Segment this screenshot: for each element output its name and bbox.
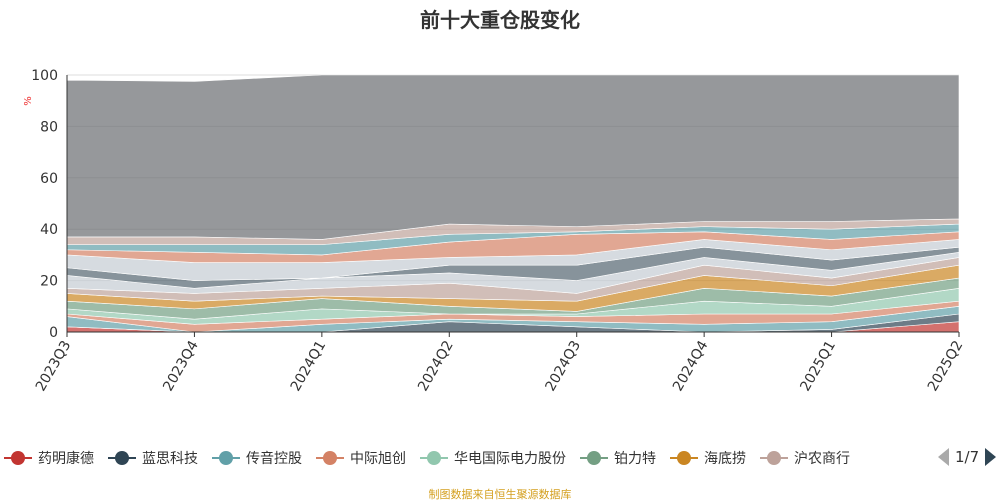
legend-item[interactable]: 中际旭创 <box>316 448 406 468</box>
legend-label: 铂力特 <box>614 451 656 467</box>
y-tick-label: 80 <box>40 119 58 135</box>
chart-title: 前十大重仓股变化 <box>420 8 580 32</box>
legend-pager: 1/7 <box>938 448 997 466</box>
y-tick-label: 0 <box>49 325 58 341</box>
legend-label: 蓝思科技 <box>142 451 198 467</box>
x-tick-label: 2025Q1 <box>797 338 839 394</box>
x-tick-label: 2024Q2 <box>415 338 457 394</box>
y-tick-label: 40 <box>40 222 58 238</box>
legend-item[interactable]: 华电国际电力股份 <box>420 448 566 468</box>
area-series-other <box>66 74 960 240</box>
x-tick-label: 2023Q4 <box>160 338 202 394</box>
legend-marker-icon <box>316 451 344 465</box>
legend-label: 传音控股 <box>246 451 302 467</box>
legend-item[interactable]: 蓝思科技 <box>108 448 198 468</box>
data-source-footer: 制图数据来自恒生聚源数据库 <box>428 488 572 501</box>
x-tick-label: 2024Q1 <box>288 338 330 394</box>
legend-item[interactable]: 药明康德 <box>4 448 94 468</box>
legend-marker-icon <box>760 451 788 465</box>
legend-page-number: 1/7 <box>955 448 980 466</box>
y-axis-label: % <box>23 96 34 106</box>
legend-item[interactable]: 沪农商行 <box>760 448 850 468</box>
x-tick-label: 2025Q2 <box>925 338 967 394</box>
y-tick-label: 60 <box>40 171 58 187</box>
prev-page-icon[interactable] <box>938 448 949 466</box>
legend-marker-icon <box>212 451 240 465</box>
legend-label: 中际旭创 <box>350 451 406 467</box>
legend-item[interactable]: 传音控股 <box>212 448 302 468</box>
legend-marker-icon <box>4 451 32 465</box>
y-tick-label: 20 <box>40 274 58 290</box>
legend-item[interactable]: 铂力特 <box>580 448 656 468</box>
legend-label: 华电国际电力股份 <box>454 451 566 467</box>
x-tick-label: 2024Q4 <box>670 338 712 394</box>
legend-marker-icon <box>580 451 608 465</box>
y-tick-label: 100 <box>31 68 58 84</box>
legend: 1/7 药明康德 蓝思科技 传音控股 中际旭创 华电国际电力股份 铂力特 海底捞 沪农商行 <box>0 448 1000 472</box>
legend-label: 药明康德 <box>38 451 94 467</box>
legend-marker-icon <box>420 451 448 465</box>
stacked-area-chart: 0 20 40 60 80 100% 2023Q3 2023Q4 2024Q1 2024Q2 202… <box>23 68 967 394</box>
x-tick-label: 2023Q3 <box>33 338 75 394</box>
next-page-icon[interactable] <box>985 448 997 466</box>
legend-label: 沪农商行 <box>794 451 850 467</box>
x-tick-label: 2024Q3 <box>543 338 585 394</box>
legend-marker-icon <box>108 451 136 465</box>
legend-item[interactable]: 海底捞 <box>670 448 746 468</box>
legend-marker-icon <box>670 451 698 465</box>
legend-label: 海底捞 <box>704 451 746 467</box>
